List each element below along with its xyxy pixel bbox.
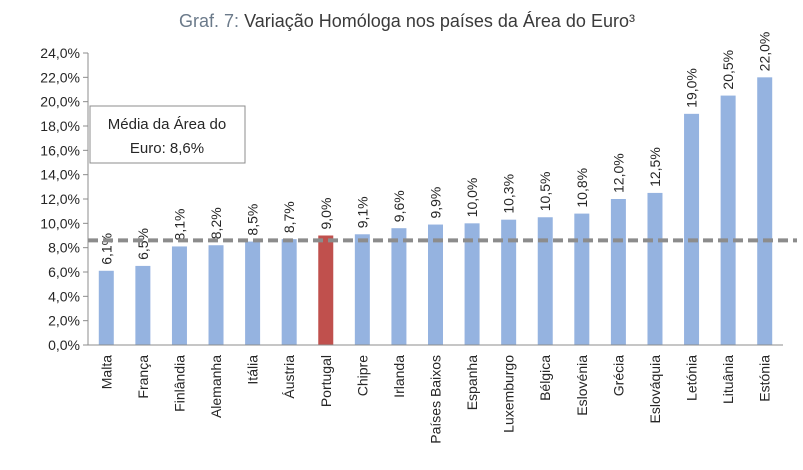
category-label: Áustria xyxy=(281,355,297,399)
y-tick-label: 0,0% xyxy=(48,337,80,353)
bar-luxemburgo xyxy=(501,219,517,345)
category-label: Portugal xyxy=(318,355,334,407)
category-label: Espanha xyxy=(464,355,480,410)
data-label: 9,9% xyxy=(428,187,444,219)
y-tick-label: 2,0% xyxy=(48,313,80,329)
annotation-line-1: Média da Área do xyxy=(108,116,226,133)
bar-irlanda xyxy=(391,228,407,345)
data-label: 8,2% xyxy=(208,207,224,239)
category-label: Eslováquia xyxy=(647,355,663,424)
bar-malta xyxy=(98,270,114,345)
category-label: Luxemburgo xyxy=(501,355,517,433)
category-label: Itália xyxy=(245,355,261,385)
x-axis-labels: Malta França Finlândia Alemanha Itália Áustri… xyxy=(98,355,772,444)
category-label: Bélgica xyxy=(537,355,553,401)
data-label: 6,1% xyxy=(98,233,114,265)
category-label: Lituânia xyxy=(720,355,736,404)
data-label: 8,5% xyxy=(245,204,261,236)
data-label: 10,5% xyxy=(537,172,553,212)
average-annotation-box: Média da Área do Euro: 8,6% xyxy=(89,105,246,164)
annotation-line-2: Euro: 8,6% xyxy=(130,140,204,157)
y-tick-label: 14,0% xyxy=(40,167,80,183)
category-label: Eslovénia xyxy=(574,355,590,416)
bar-chipre xyxy=(354,234,370,345)
bar-alemanha xyxy=(208,245,224,345)
category-label: Estónia xyxy=(757,355,773,402)
chart-title-prefix: Graf. 7: xyxy=(179,11,244,31)
data-label: 8,7% xyxy=(281,201,297,233)
data-label: 9,6% xyxy=(391,190,407,222)
category-label: Irlanda xyxy=(391,355,407,398)
data-label: 6,5% xyxy=(135,228,151,260)
chart-title-text: Variação Homóloga nos países da Área do … xyxy=(244,11,635,31)
category-label: Malta xyxy=(98,355,114,389)
bar-áustria xyxy=(281,239,297,345)
bar-espanha xyxy=(464,223,480,345)
data-label: 8,1% xyxy=(171,209,187,241)
bars xyxy=(98,77,773,345)
y-tick-label: 18,0% xyxy=(40,118,80,134)
data-label: 22,0% xyxy=(757,32,773,72)
bar-bélgica xyxy=(537,217,553,345)
annotation-box-frame xyxy=(89,105,246,164)
y-tick-label: 16,0% xyxy=(40,142,80,158)
bar-grécia xyxy=(610,199,626,345)
category-label: Países Baixos xyxy=(428,355,444,444)
bar-estónia xyxy=(757,77,773,345)
y-tick-label: 6,0% xyxy=(48,264,80,280)
y-axis-ticks: 0,0% 2,0% 4,0% 6,0% 8,0% 10,0% 12,0% 14,0% 16,0%… xyxy=(40,45,88,353)
bar-países-baixos xyxy=(428,224,443,345)
y-tick-label: 20,0% xyxy=(40,94,80,110)
y-tick-label: 10,0% xyxy=(40,215,80,231)
bar-eslováquia xyxy=(647,192,663,345)
data-label: 12,0% xyxy=(610,153,626,193)
y-tick-label: 4,0% xyxy=(48,288,80,304)
data-label: 10,0% xyxy=(464,178,480,218)
category-label: Finlândia xyxy=(171,355,187,412)
bar-eslovénia xyxy=(574,213,590,345)
data-label: 20,5% xyxy=(720,50,736,90)
data-label: 9,1% xyxy=(354,196,370,228)
data-label: 19,0% xyxy=(684,68,700,108)
y-tick-label: 12,0% xyxy=(40,191,80,207)
data-label: 9,0% xyxy=(318,198,334,230)
bar-portugal xyxy=(318,235,334,345)
category-label: Letónia xyxy=(684,355,700,401)
bar-frança xyxy=(135,265,151,345)
y-tick-label: 22,0% xyxy=(40,69,80,85)
y-tick-label: 24,0% xyxy=(40,45,80,61)
data-label: 10,3% xyxy=(501,174,517,214)
bar-itália xyxy=(245,241,261,345)
data-label: 12,5% xyxy=(647,147,663,187)
category-label: Alemanha xyxy=(208,355,224,418)
data-label: 10,8% xyxy=(574,168,590,208)
bar-letónia xyxy=(684,113,700,345)
data-labels: 6,1% 6,5% 8,1% 8,2% 8,5% 8,7% 9,0% 9,1% 9,6% 9,9%… xyxy=(98,32,772,265)
y-tick-label: 8,0% xyxy=(48,240,80,256)
category-label: França xyxy=(135,355,151,399)
chart-title: Graf. 7: Variação Homóloga nos países da… xyxy=(179,11,635,31)
bar-finlândia xyxy=(171,246,187,345)
bar-lituânia xyxy=(720,95,736,345)
category-label: Grécia xyxy=(610,355,626,396)
category-label: Chipre xyxy=(354,355,370,396)
